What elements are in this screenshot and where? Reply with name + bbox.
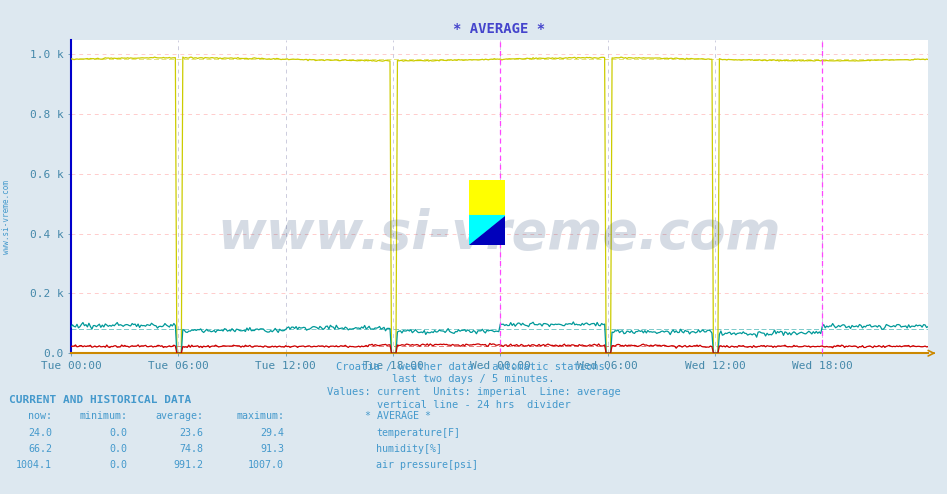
Text: 991.2: 991.2 [173, 460, 204, 470]
Text: vertical line - 24 hrs  divider: vertical line - 24 hrs divider [377, 400, 570, 410]
Text: 23.6: 23.6 [180, 428, 204, 438]
Bar [469, 180, 505, 216]
Text: temperature[F]: temperature[F] [376, 428, 460, 438]
Text: Croatia / weather data - automatic stations.: Croatia / weather data - automatic stati… [336, 362, 611, 371]
Text: www.si-vreme.com: www.si-vreme.com [2, 180, 11, 254]
Polygon shape [469, 216, 505, 245]
Text: humidity[%]: humidity[%] [376, 444, 442, 454]
Text: 29.4: 29.4 [260, 428, 284, 438]
Text: www.si-vreme.com: www.si-vreme.com [218, 208, 781, 260]
Polygon shape [469, 216, 505, 245]
Text: 74.8: 74.8 [180, 444, 204, 454]
Text: Values: current  Units: imperial  Line: average: Values: current Units: imperial Line: av… [327, 387, 620, 397]
Text: last two days / 5 minutes.: last two days / 5 minutes. [392, 374, 555, 384]
Text: 66.2: 66.2 [28, 444, 52, 454]
Text: 1004.1: 1004.1 [16, 460, 52, 470]
Text: * AVERAGE *: * AVERAGE * [365, 411, 431, 421]
Text: CURRENT AND HISTORICAL DATA: CURRENT AND HISTORICAL DATA [9, 395, 191, 405]
Text: maximum:: maximum: [236, 411, 284, 421]
Text: 91.3: 91.3 [260, 444, 284, 454]
Text: 24.0: 24.0 [28, 428, 52, 438]
Text: air pressure[psi]: air pressure[psi] [376, 460, 478, 470]
Text: minimum:: minimum: [80, 411, 128, 421]
Text: now:: now: [28, 411, 52, 421]
Text: 0.0: 0.0 [110, 428, 128, 438]
Text: 1007.0: 1007.0 [248, 460, 284, 470]
Text: 0.0: 0.0 [110, 460, 128, 470]
Text: 0.0: 0.0 [110, 444, 128, 454]
Text: average:: average: [155, 411, 204, 421]
Title: * AVERAGE *: * AVERAGE * [454, 22, 545, 36]
